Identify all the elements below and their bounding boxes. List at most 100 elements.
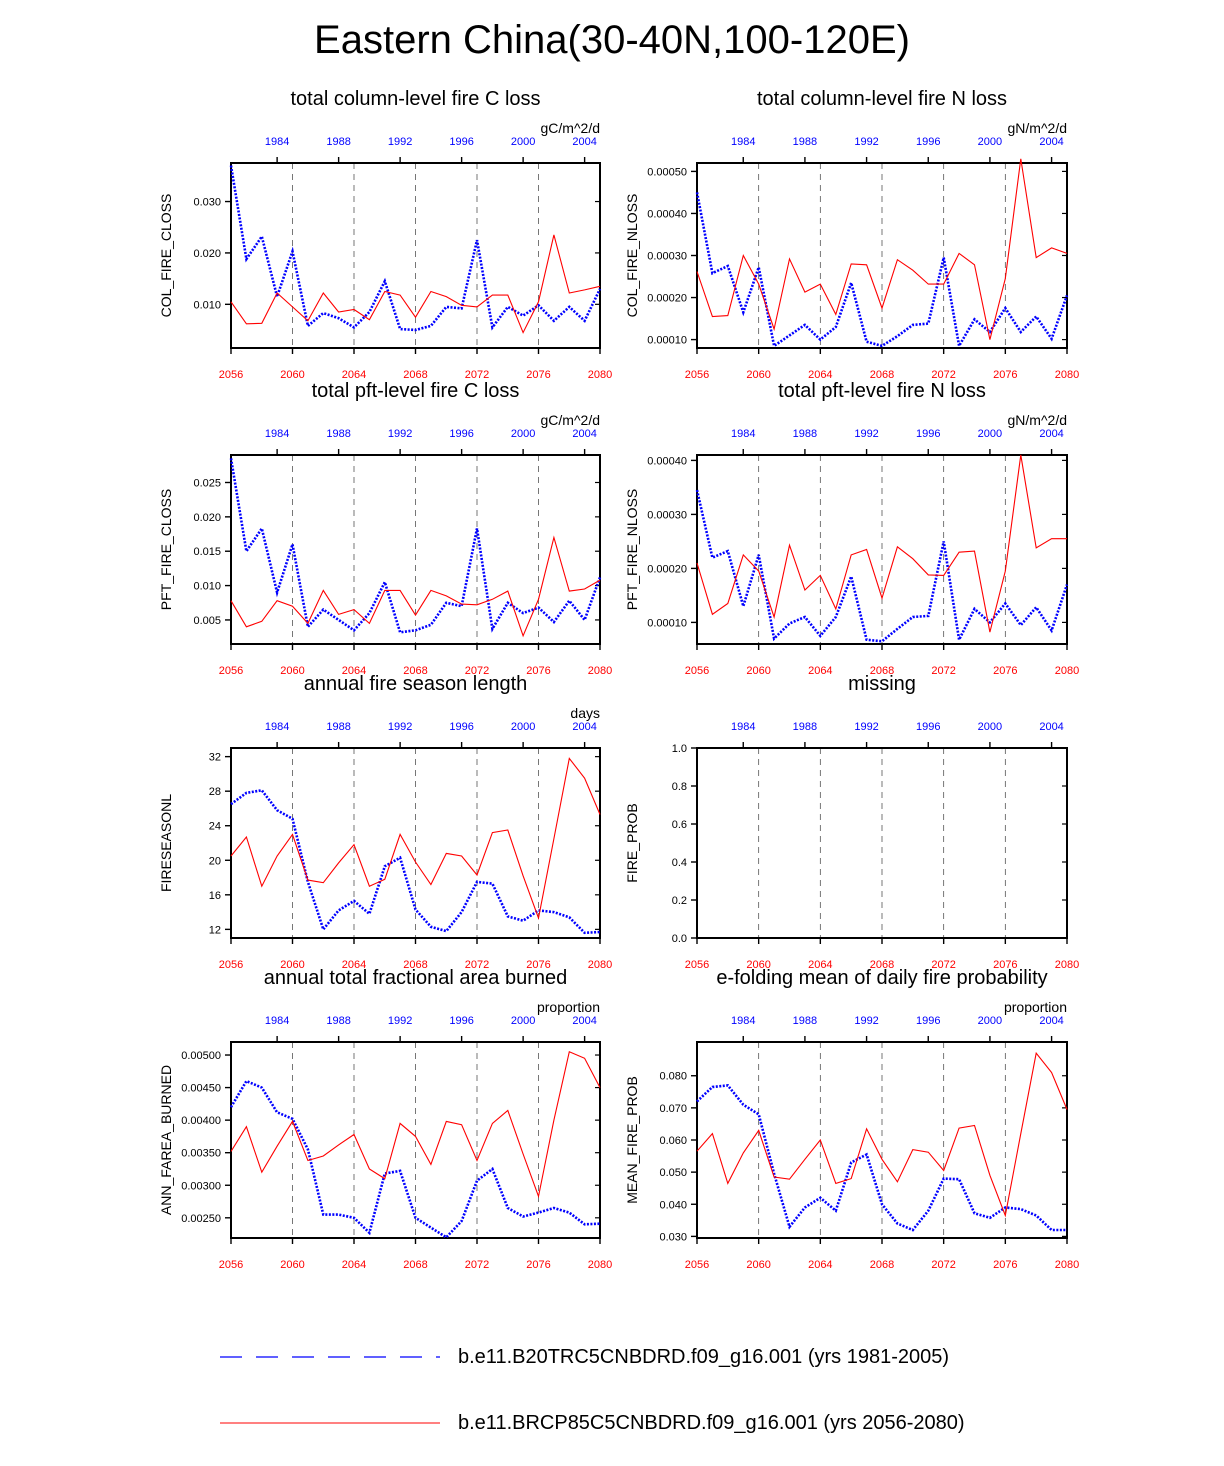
chart-panels: total column-level fire C lossgC/m^2/dCO… <box>158 88 1079 1271</box>
panel8-xtick-bottom-label: 2080 <box>1055 1259 1079 1271</box>
panel3-xtick-bottom-label: 2064 <box>342 665 366 677</box>
panel1-xtick-top-label: 1984 <box>265 136 289 148</box>
panel7-xtick-bottom-label: 2064 <box>342 1259 366 1271</box>
panel2-xtick-top-label: 1996 <box>916 136 940 148</box>
legend-swatch-future <box>220 1422 440 1424</box>
panel5-xtick-bottom-label: 2080 <box>588 959 612 971</box>
panel4-ylabel: PFT_FIRE_NLOSS <box>624 489 640 610</box>
panel7-ytick-label: 0.00450 <box>181 1083 221 1095</box>
panel4-xtick-bottom-label: 2056 <box>685 665 709 677</box>
panel3-title: total pft-level fire C loss <box>312 380 520 402</box>
panel4-xtick-bottom-label: 2064 <box>808 665 832 677</box>
panel5-xtick-bottom-label: 2068 <box>403 959 427 971</box>
panel8-ytick-label: 0.060 <box>659 1135 687 1147</box>
panel4-xtick-top-label: 1992 <box>854 428 878 440</box>
legend-item-base: b.e11.B20TRC5CNBDRD.f09_g16.001 (yrs 198… <box>220 1342 949 1372</box>
panel2-xtick-top-label: 1984 <box>731 136 755 148</box>
panel4-xtick-bottom-label: 2060 <box>746 665 770 677</box>
panel6-xtick-top-label: 1992 <box>854 721 878 733</box>
panel7-xtick-top-label: 2004 <box>572 1015 596 1027</box>
legend-item-future: b.e11.BRCP85C5CNBDRD.f09_g16.001 (yrs 20… <box>220 1408 965 1438</box>
panel6-xtick-bottom-label: 2076 <box>993 959 1017 971</box>
panel6-xtick-top-label: 1988 <box>793 721 817 733</box>
panel1-ytick-label: 0.030 <box>193 197 221 209</box>
panel8-xtick-top-label: 1992 <box>854 1015 878 1027</box>
panel8-xtick-top-label: 1984 <box>731 1015 755 1027</box>
panel7-xtick-top-label: 1988 <box>326 1015 350 1027</box>
panel3-ytick-label: 0.025 <box>193 477 221 489</box>
panel7-ylabel: ANN_FAREA_BURNED <box>158 1065 174 1215</box>
panel4-units: gN/m^2/d <box>1008 412 1067 428</box>
panel2-xtick-bottom-label: 2060 <box>746 369 770 381</box>
panel4-xtick-bottom-label: 2076 <box>993 665 1017 677</box>
panel3-ylabel: PFT_FIRE_CLOSS <box>158 489 174 610</box>
panel2-xtick-bottom-label: 2056 <box>685 369 709 381</box>
panel3-xtick-top-label: 1996 <box>449 428 473 440</box>
panel2-ytick-label: 0.00040 <box>647 208 687 220</box>
panel8-xtick-bottom-label: 2064 <box>808 1259 832 1271</box>
panel2-xtick-top-label: 1988 <box>793 136 817 148</box>
panel6-title: missing <box>848 673 916 695</box>
panel3-xtick-bottom-label: 2068 <box>403 665 427 677</box>
panel2-ytick-label: 0.00020 <box>647 293 687 305</box>
panel8-xtick-top-label: 1988 <box>793 1015 817 1027</box>
panel7-xtick-top-label: 1992 <box>388 1015 412 1027</box>
panel4-series-future <box>696 454 1067 633</box>
panel2-xtick-bottom-label: 2076 <box>993 369 1017 381</box>
panel5-xtick-top-label: 1992 <box>388 721 412 733</box>
panel1-xtick-bottom-label: 2068 <box>403 369 427 381</box>
panel1-xtick-top-label: 1996 <box>449 136 473 148</box>
panel3-xtick-top-label: 2004 <box>572 428 596 440</box>
panel1-ylabel: COL_FIRE_CLOSS <box>158 194 174 318</box>
panel2-series-base <box>695 192 1069 350</box>
main-title: Eastern China(30-40N,100-120E) <box>314 18 910 62</box>
panel6-xtick-bottom-label: 2080 <box>1055 959 1079 971</box>
legend-label-base: b.e11.B20TRC5CNBDRD.f09_g16.001 (yrs 198… <box>458 1345 950 1368</box>
panel2-ytick-label: 0.00010 <box>647 335 687 347</box>
panel5-xtick-top-label: 1988 <box>326 721 350 733</box>
panel4-ytick-label: 0.00030 <box>647 509 687 521</box>
panel5-series-future <box>230 757 601 921</box>
panel3-series-future <box>230 535 601 638</box>
panel6-ytick-label: 0.6 <box>672 819 687 831</box>
panel3-xtick-top-label: 1992 <box>388 428 412 440</box>
panel1-series-future <box>230 234 601 334</box>
panel6-ytick-label: 0.0 <box>672 933 687 945</box>
panel6-xtick-top-label: 1984 <box>731 721 755 733</box>
panel8-ytick-label: 0.080 <box>659 1071 687 1083</box>
panel6-xtick-bottom-label: 2056 <box>685 959 709 971</box>
panel8-ytick-label: 0.040 <box>659 1199 687 1211</box>
panel6-ytick-label: 1.0 <box>672 743 687 755</box>
panel7-ytick-label: 0.00400 <box>181 1115 221 1127</box>
legend-label-future: b.e11.BRCP85C5CNBDRD.f09_g16.001 (yrs 20… <box>458 1411 965 1434</box>
panel2-ytick-label: 0.00030 <box>647 251 687 263</box>
panel7-xtick-bottom-label: 2072 <box>465 1259 489 1271</box>
panel3-ytick-label: 0.005 <box>193 615 221 627</box>
panel5-title: annual fire season length <box>304 673 528 695</box>
panel4-xtick-top-label: 1996 <box>916 428 940 440</box>
panel6-xtick-bottom-label: 2064 <box>808 959 832 971</box>
panel1-units: gC/m^2/d <box>541 120 600 136</box>
panel8-series-future <box>696 1051 1068 1218</box>
panel4-ytick-label: 0.00010 <box>647 617 687 629</box>
panel5-xtick-bottom-label: 2064 <box>342 959 366 971</box>
panel7-xtick-bottom-label: 2068 <box>403 1259 427 1271</box>
panel4-xtick-top-label: 1984 <box>731 428 755 440</box>
panel7-ytick-label: 0.00300 <box>181 1180 221 1192</box>
panel7-units: proportion <box>537 999 600 1015</box>
panel4-xtick-bottom-label: 2072 <box>931 665 955 677</box>
panel4-xtick-bottom-label: 2080 <box>1055 665 1079 677</box>
panel2-series-future <box>696 158 1068 340</box>
panel1-xtick-top-label: 1992 <box>388 136 412 148</box>
panel8-ytick-label: 0.030 <box>659 1231 687 1243</box>
panel7-ytick-label: 0.00350 <box>181 1148 221 1160</box>
legend: b.e11.B20TRC5CNBDRD.f09_g16.001 (yrs 198… <box>0 1330 1224 1450</box>
panel2-ylabel: COL_FIRE_NLOSS <box>624 194 640 318</box>
panel3-xtick-bottom-label: 2060 <box>280 665 304 677</box>
panel1-xtick-bottom-label: 2076 <box>526 369 550 381</box>
panel3-xtick-bottom-label: 2072 <box>465 665 489 677</box>
panel4-ytick-label: 0.00020 <box>647 563 687 575</box>
panel6-xtick-top-label: 2000 <box>978 721 1002 733</box>
panel8-series-base <box>696 1084 1067 1232</box>
legend-swatch-base <box>220 1356 440 1358</box>
